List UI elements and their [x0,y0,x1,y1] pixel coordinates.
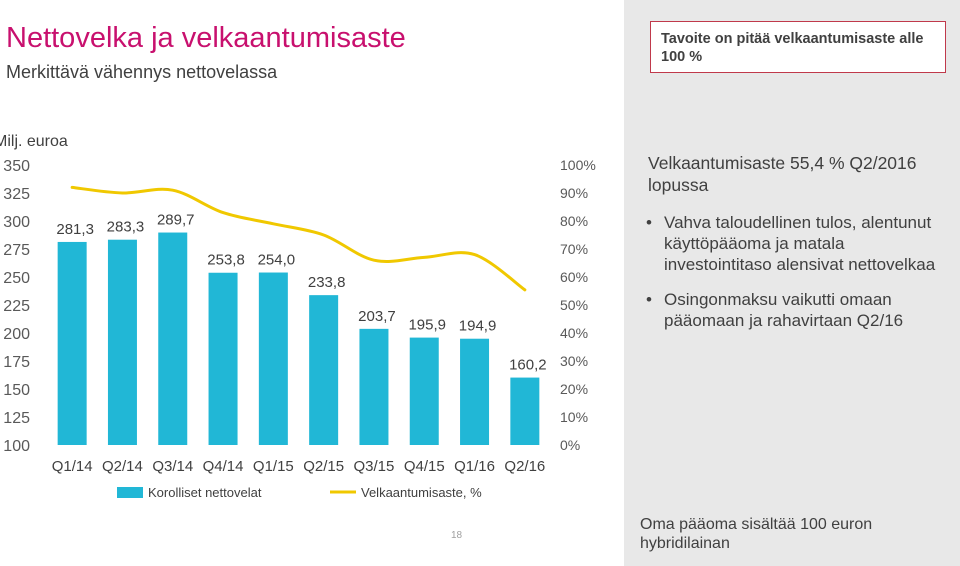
legend-label: Korolliset nettovelat [148,485,262,500]
data-label: 195,9 [408,317,446,334]
y2-axis-tick-label: 90% [560,185,588,201]
legend-label: Velkaantumisaste, % [361,485,482,500]
bar [409,337,439,445]
data-label: 283,3 [107,219,145,236]
bullet-item: • Osingonmaksu vaikutti omaan pääomaan ja… [644,289,949,331]
footnote: Oma pääoma sisältää 100 euron hybridilai… [640,516,873,552]
y-axis-tick-label: 150 [3,382,30,399]
y2-axis-tick-label: 100% [560,157,596,173]
x-axis-tick-label: Q4/14 [203,458,244,475]
y2-axis-tick-label: 70% [560,241,588,257]
x-axis-tick-label: Q1/16 [454,458,495,475]
bar [510,377,540,445]
y2-axis-tick-label: 0% [560,437,580,453]
data-label: 281,3 [56,221,94,238]
bullet-dot-icon: • [646,213,652,232]
x-axis-tick-label: Q1/15 [253,458,294,475]
data-label: 160,2 [509,357,547,374]
data-label: 203,7 [358,308,396,325]
y2-axis-tick-label: 30% [560,353,588,369]
x-axis-tick-label: Q4/15 [404,458,445,475]
bar [208,272,238,445]
y2-axis-tick-label: 50% [560,297,588,313]
x-axis-tick-label: Q2/14 [102,458,143,475]
x-axis-tick-label: Q1/14 [52,458,93,475]
y2-axis-tick-label: 40% [560,325,588,341]
target-note-box: Tavoite on pitää velkaantumisaste alle 1… [650,21,946,73]
data-label: 253,8 [207,252,245,269]
y2-axis-tick-label: 10% [560,409,588,425]
bar [309,295,339,445]
bullet-text: Osingonmaksu vaikutti omaan pääomaan ja … [664,290,904,330]
net-debt-chart: 350 325 300 275 250 225 200 175 150 125 100 100% 90%… [3,157,596,500]
y-axis-tick-label: 175 [3,354,30,371]
series-line [70,185,527,292]
x-axis-tick-label: Q3/15 [354,458,395,475]
data-label: 289,7 [157,212,195,229]
page-number: 18 [451,530,463,541]
ratio-heading: Velkaantumisaste 55,4 % Q2/2016 lopussa [648,153,917,195]
bar [460,338,490,445]
y-axis-tick-label: 225 [3,298,30,315]
y-axis-tick-label: 200 [3,326,30,343]
right-info-panel [624,0,960,566]
y-axis-tick-label: 300 [3,214,30,231]
slide-title: Nettovelka ja velkaantumisaste [6,22,406,54]
y2-axis-tick-label: 60% [560,269,588,285]
data-label: 254,0 [258,252,296,269]
bullet-dot-icon: • [646,290,652,309]
y-axis-tick-label: 350 [3,158,30,175]
y-axis-tick-label: 125 [3,410,30,427]
y-axis-tick-label: 275 [3,242,30,259]
data-label: 194,9 [459,318,497,335]
bullet-text: Vahva taloudellinen tulos, alentunut käy… [664,213,936,274]
x-axis-tick-label: Q2/16 [504,458,545,475]
y2-axis-tick-label: 80% [560,213,588,229]
bullet-list: • Vahva taloudellinen tulos, alentunut kä… [644,212,949,345]
y-axis-tick-label: 100 [3,438,30,455]
bar [359,328,389,445]
y-axis-tick-label: 325 [3,186,30,203]
bar [107,239,137,445]
y-axis-unit-label: Milj. euroa [0,133,68,150]
y-axis-tick-label: 250 [3,270,30,287]
x-axis-tick-label: Q2/15 [303,458,344,475]
x-axis-tick-label: Q3/14 [152,458,193,475]
y2-axis-tick-label: 20% [560,381,588,397]
bar [158,232,188,445]
slide-subtitle: Merkittävä vähennys nettovelassa [6,62,278,82]
bullet-item: • Vahva taloudellinen tulos, alentunut kä… [644,212,949,275]
bar [258,272,288,445]
legend-swatch-bar [117,487,143,498]
bar [57,241,87,445]
data-label: 233,8 [308,274,346,291]
